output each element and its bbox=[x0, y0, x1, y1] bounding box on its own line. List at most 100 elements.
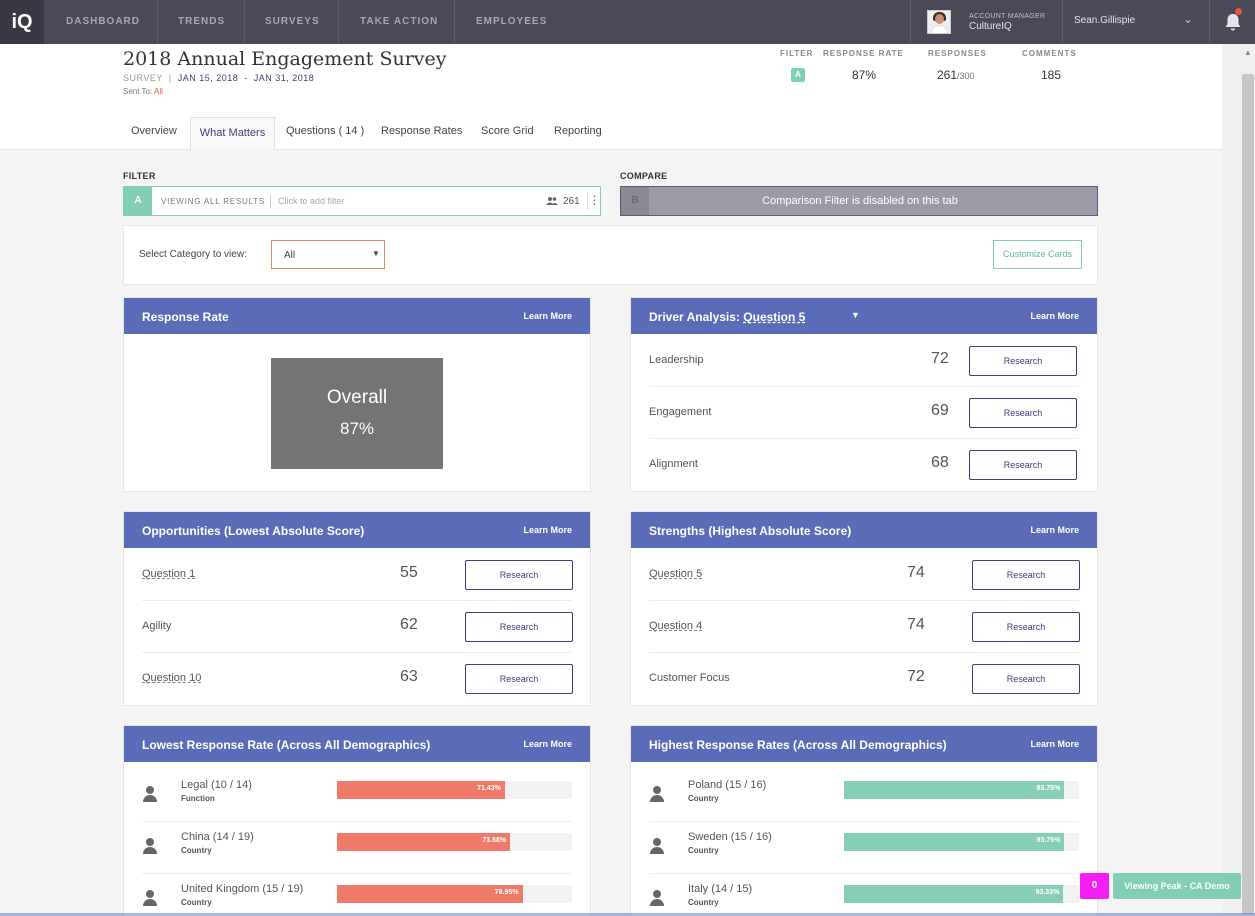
stat-responses: 261/300 bbox=[937, 68, 975, 82]
list-item: Question 4 74 Research bbox=[649, 601, 1080, 653]
question-link[interactable]: Question 4 bbox=[649, 620, 703, 632]
question-link[interactable]: Question 10 bbox=[142, 672, 202, 684]
category-select[interactable]: All ▼ bbox=[271, 240, 385, 269]
stat-response-rate-label: RESPONSE RATE bbox=[823, 49, 904, 58]
person-icon bbox=[649, 786, 665, 802]
filter-label: FILTER bbox=[123, 171, 156, 181]
nav-trends[interactable]: TRENDS bbox=[178, 16, 226, 27]
card-title: Lowest Response Rate (Across All Demogra… bbox=[142, 738, 431, 752]
card-title: Strengths (Highest Absolute Score) bbox=[649, 524, 852, 538]
nav-divider bbox=[910, 0, 911, 44]
progress-bar: 78.95% bbox=[337, 885, 572, 903]
research-button[interactable]: Research bbox=[969, 450, 1077, 480]
research-button[interactable]: Research bbox=[969, 398, 1077, 428]
bell-icon[interactable] bbox=[1222, 11, 1244, 33]
filter-bar[interactable]: A VIEWING ALL RESULTS Click to add filte… bbox=[123, 186, 601, 216]
list-item: Leadership 72 Research bbox=[649, 335, 1079, 387]
chevron-down-icon[interactable]: ⌄ bbox=[1183, 12, 1194, 26]
nav-dashboard[interactable]: DASHBOARD bbox=[66, 16, 140, 27]
progress-bar: 71.43% bbox=[337, 781, 572, 799]
notification-dot bbox=[1235, 8, 1242, 15]
compare-letter: B bbox=[621, 187, 649, 215]
question-link[interactable]: Question 5 bbox=[649, 568, 703, 580]
caret-down-icon: ▼ bbox=[372, 249, 380, 258]
list-item: Question 5 74 Research bbox=[649, 549, 1080, 601]
learn-more-link[interactable]: Learn More bbox=[523, 525, 572, 535]
account-name: CultureIQ bbox=[969, 21, 1012, 32]
list-item: Legal (10 / 14) Function 71.43% bbox=[142, 770, 572, 822]
progress-bar: 93.75% bbox=[844, 833, 1079, 851]
add-filter-input[interactable]: Click to add filter bbox=[278, 196, 345, 206]
learn-more-link[interactable]: Learn More bbox=[523, 739, 572, 749]
research-button[interactable]: Research bbox=[972, 664, 1080, 694]
research-button[interactable]: Research bbox=[972, 560, 1080, 590]
question-link[interactable]: Question 1 bbox=[142, 568, 196, 580]
tab-overview[interactable]: Overview bbox=[131, 125, 177, 137]
survey-dates: SURVEY | JAN 15, 2018 - JAN 31, 2018 bbox=[123, 73, 315, 83]
nav-divider bbox=[244, 0, 245, 44]
compare-label: COMPARE bbox=[620, 171, 668, 181]
list-item: China (14 / 19) Country 73.68% bbox=[142, 822, 572, 874]
caret-down-icon[interactable]: ▼ bbox=[851, 310, 860, 320]
research-button[interactable]: Research bbox=[969, 346, 1077, 376]
nav-employees[interactable]: EMPLOYEES bbox=[476, 16, 548, 27]
tab-score-grid[interactable]: Score Grid bbox=[481, 125, 534, 137]
user-menu[interactable]: Sean.Gillispie bbox=[1074, 15, 1136, 26]
filter-chip: A bbox=[791, 68, 805, 82]
scrollbar[interactable]: ▲ bbox=[1222, 44, 1255, 916]
opportunities-card: Opportunities (Lowest Absolute Score) Le… bbox=[123, 511, 591, 706]
tab-reporting[interactable]: Reporting bbox=[554, 125, 602, 137]
list-item: Customer Focus 72 Research bbox=[649, 653, 1080, 705]
people-icon bbox=[546, 197, 558, 205]
person-icon bbox=[142, 838, 158, 854]
viewing-peak-button[interactable]: Viewing Peak - CA Demo bbox=[1113, 873, 1241, 899]
learn-more-link[interactable]: Learn More bbox=[1030, 525, 1079, 535]
filter-count: 261 bbox=[563, 196, 580, 207]
list-item: Italy (14 / 15) Country 93.33% bbox=[649, 874, 1079, 916]
learn-more-link[interactable]: Learn More bbox=[523, 311, 572, 321]
nav-take-action[interactable]: TAKE ACTION bbox=[360, 16, 439, 27]
peak-count-badge[interactable]: 0 bbox=[1080, 873, 1109, 899]
compare-disabled-message: Comparison Filter is disabled on this ta… bbox=[762, 195, 958, 207]
list-item: Question 1 55 Research bbox=[142, 549, 573, 601]
top-nav: iQ DASHBOARD TRENDS SURVEYS TAKE ACTION … bbox=[0, 0, 1255, 44]
scrollbar-thumb[interactable] bbox=[1242, 74, 1254, 914]
more-options-icon[interactable]: ⋮ bbox=[587, 192, 601, 210]
learn-more-link[interactable]: Learn More bbox=[1030, 739, 1079, 749]
logo[interactable]: iQ bbox=[0, 0, 44, 44]
card-title: Driver Analysis: Question 5 bbox=[649, 310, 806, 324]
nav-divider bbox=[1062, 0, 1063, 44]
tab-what-matters[interactable]: What Matters bbox=[190, 117, 275, 150]
research-button[interactable]: Research bbox=[465, 664, 573, 694]
research-button[interactable]: Research bbox=[972, 612, 1080, 642]
page-title: 2018 Annual Engagement Survey bbox=[123, 48, 447, 70]
driver-analysis-card: Driver Analysis: Question 5 ▼ Learn More… bbox=[630, 297, 1098, 492]
nav-divider bbox=[338, 0, 339, 44]
list-item: Poland (15 / 16) Country 93.75% bbox=[649, 770, 1079, 822]
scroll-up-icon[interactable]: ▲ bbox=[1244, 48, 1252, 57]
research-button[interactable]: Research bbox=[465, 612, 573, 642]
person-icon bbox=[142, 890, 158, 906]
tab-response-rates[interactable]: Response Rates bbox=[381, 125, 463, 137]
sent-to: Sent To: All bbox=[123, 87, 163, 96]
strengths-card: Strengths (Highest Absolute Score) Learn… bbox=[630, 511, 1098, 706]
sent-to-link[interactable]: All bbox=[154, 87, 163, 96]
customize-cards-button[interactable]: Customize Cards bbox=[993, 240, 1082, 269]
nav-divider bbox=[157, 0, 158, 44]
card-title: Response Rate bbox=[142, 310, 229, 324]
compare-bar: B Comparison Filter is disabled on this … bbox=[620, 186, 1098, 216]
progress-bar: 93.75% bbox=[844, 781, 1079, 799]
avatar[interactable] bbox=[927, 10, 951, 34]
list-item: Alignment 68 Research bbox=[649, 439, 1079, 491]
nav-surveys[interactable]: SURVEYS bbox=[265, 16, 320, 27]
research-button[interactable]: Research bbox=[465, 560, 573, 590]
list-item: United Kingdom (15 / 19) Country 78.95% bbox=[142, 874, 572, 916]
tab-questions[interactable]: Questions ( 14 ) bbox=[286, 125, 365, 137]
list-item: Agility 62 Research bbox=[142, 601, 573, 653]
driver-question-select[interactable]: Question 5 bbox=[743, 310, 806, 324]
person-icon bbox=[649, 890, 665, 906]
lowest-response-rate-card: Lowest Response Rate (Across All Demogra… bbox=[123, 725, 591, 916]
response-rate-card: Response Rate Learn More Overall 87% bbox=[123, 297, 591, 492]
learn-more-link[interactable]: Learn More bbox=[1030, 311, 1079, 321]
stat-responses-label: RESPONSES bbox=[928, 49, 987, 58]
